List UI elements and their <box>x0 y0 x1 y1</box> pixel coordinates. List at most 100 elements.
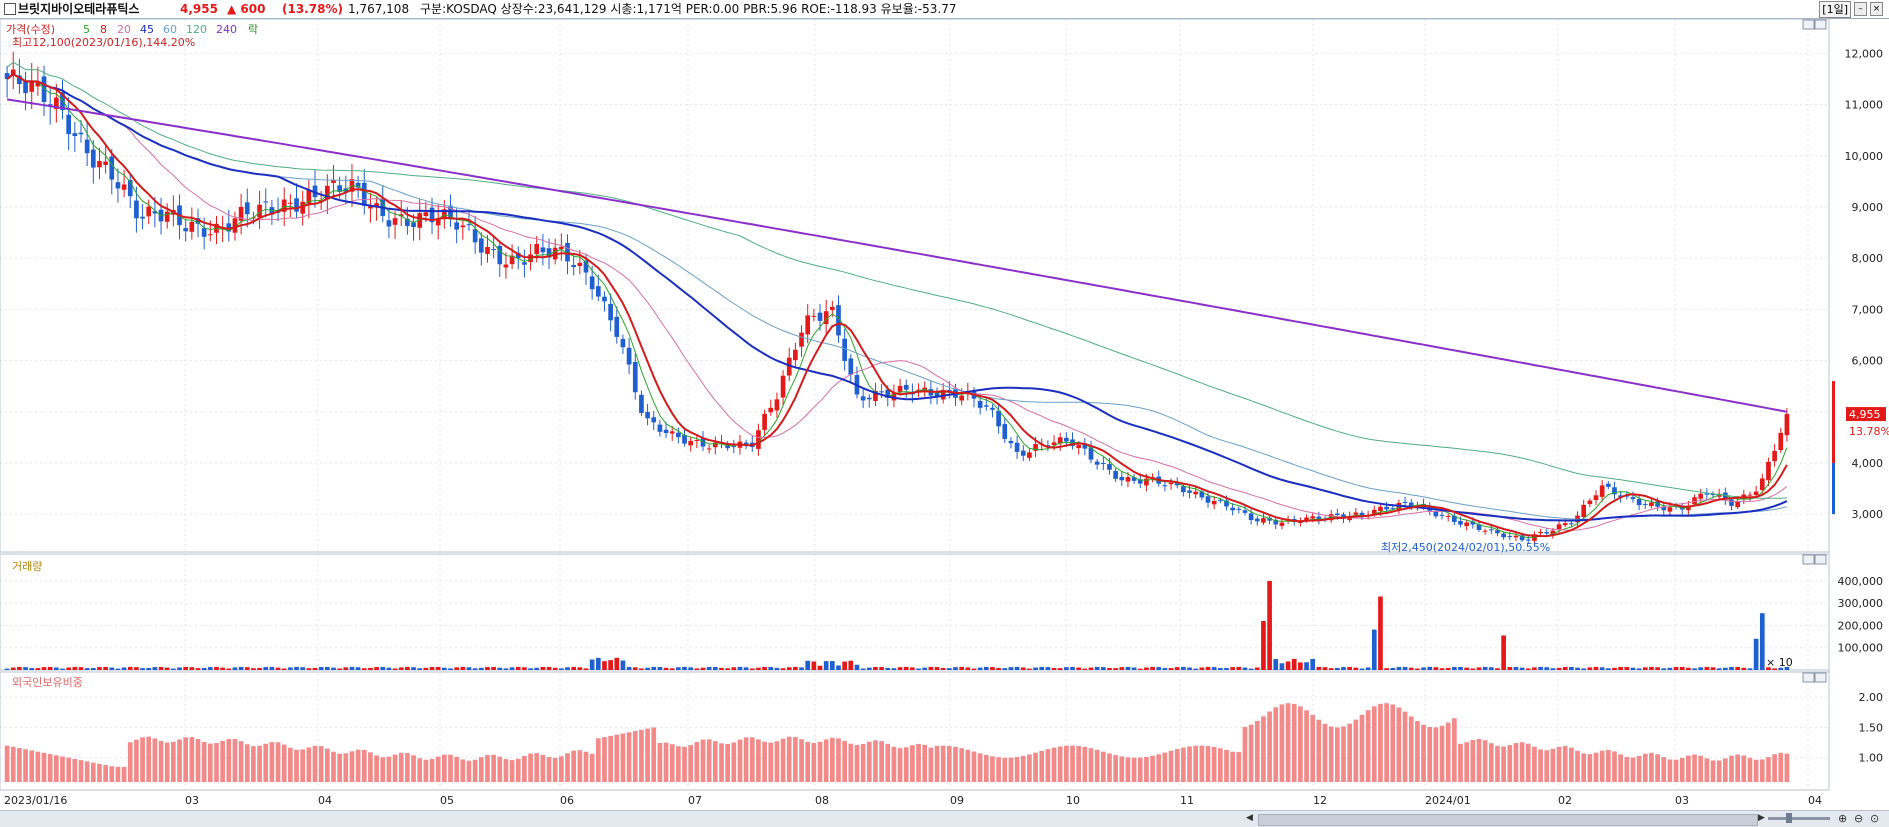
candle-body <box>331 180 336 184</box>
foreign-holding-bar <box>97 763 102 782</box>
candle-body <box>565 242 570 262</box>
panel-maximize-icon[interactable] <box>1814 672 1827 683</box>
legend-ma60[interactable]: 60 <box>163 23 177 36</box>
volume-panel[interactable] <box>4 580 1790 670</box>
stock-name[interactable]: 브릿지바이오테라퓨틱스 <box>18 2 140 16</box>
volume-bar <box>411 667 416 670</box>
scroll-left-icon[interactable]: ◀ <box>1246 813 1253 823</box>
foreign-holding-bar <box>971 751 977 782</box>
price-tick-label: 9,000 <box>1852 201 1884 214</box>
volume-bar <box>478 667 484 670</box>
foreign-holding-bar <box>1230 751 1235 782</box>
volume-bar <box>903 666 909 670</box>
volume-bar <box>762 666 767 670</box>
zoom-slider-knob[interactable] <box>1786 813 1792 823</box>
candle-body <box>1137 479 1143 484</box>
foreign-holding-bar <box>749 737 755 782</box>
foreign-holding-bar <box>1273 707 1279 782</box>
legend-ma120[interactable]: 120 <box>186 23 207 36</box>
foreign-holding-bar <box>1562 746 1568 782</box>
legend-price[interactable]: 가격(수정) <box>6 23 55 36</box>
zoom-out-icon[interactable]: ⊖ <box>1854 812 1864 825</box>
candle-body <box>1162 485 1168 487</box>
candle-body <box>1618 495 1623 498</box>
candle-body <box>959 395 965 401</box>
volume-bar <box>1488 667 1494 670</box>
volume-bar <box>565 667 570 670</box>
volume-bar <box>1371 629 1377 670</box>
time-tick-label: 08 <box>815 794 829 807</box>
volume-bar <box>1741 667 1747 670</box>
volume-bar <box>608 660 613 670</box>
time-tick-label: 2023/01/16 <box>4 794 67 807</box>
foreign-holding-bar <box>140 737 145 782</box>
legend-ma240[interactable]: 240 <box>216 23 237 36</box>
compare-checkbox[interactable] <box>4 3 16 15</box>
foreign-holding-bar <box>183 737 189 782</box>
panel-minimize-icon[interactable] <box>1802 554 1815 565</box>
candle-body <box>1729 499 1734 506</box>
period-button[interactable]: [1일] <box>1819 1 1851 18</box>
volume-bar <box>1100 667 1106 670</box>
volume-bar <box>1322 667 1328 670</box>
candle-body <box>774 399 780 411</box>
foreign-holding-bar <box>1532 746 1537 782</box>
zoom-in-icon[interactable]: ⊕ <box>1838 812 1848 825</box>
candle-body <box>1224 500 1229 507</box>
panel-minimize-icon[interactable] <box>1802 19 1815 30</box>
legend-ma45[interactable]: 45 <box>140 23 154 36</box>
volume-bar <box>1107 668 1112 670</box>
volume-bar <box>928 666 934 670</box>
volume-bar <box>121 667 127 670</box>
foreign-holding-bar <box>1187 746 1192 782</box>
minimize-button[interactable]: – <box>1854 2 1867 16</box>
time-tick-label: 11 <box>1180 794 1194 807</box>
volume-bar <box>1285 661 1291 670</box>
foreign-holding-bar <box>306 747 312 782</box>
chart-canvas[interactable]: 3,0004,0005,0006,0007,0008,0009,00010,00… <box>0 18 1889 810</box>
stock-info: 구분:KOSDAQ 상장수:23,641,129 시총:1,171억 PER:0… <box>420 2 957 16</box>
zoom-slider[interactable] <box>1768 817 1830 820</box>
candle-body <box>1335 513 1340 515</box>
foreign-holding-bar <box>1094 749 1100 782</box>
time-tick-label: 05 <box>440 794 454 807</box>
volume-bar <box>1618 667 1623 670</box>
foreign-holding-panel[interactable] <box>4 703 1790 782</box>
volume-bar <box>1119 667 1125 670</box>
scroll-thumb[interactable] <box>1258 814 1758 826</box>
legend-ma20[interactable]: 20 <box>117 23 131 36</box>
legend-ma8[interactable]: 8 <box>100 23 107 36</box>
foreign-holding-bar <box>1618 754 1623 782</box>
foreign-tick-label: 2.00 <box>1859 691 1884 704</box>
volume-bar <box>1525 668 1531 670</box>
volume-bar <box>1396 667 1402 670</box>
volume-bar <box>891 668 897 670</box>
candle-body <box>491 249 496 251</box>
foreign-holding-bar <box>331 751 336 782</box>
panel-minimize-icon[interactable] <box>1802 672 1815 683</box>
legend-lock[interactable]: 락 <box>248 23 258 36</box>
candle-body <box>1562 523 1568 526</box>
volume-bar <box>1076 667 1082 670</box>
foreign-holding-bar <box>1242 726 1248 782</box>
foreign-holding-bar <box>127 742 133 782</box>
candle-body <box>1094 461 1100 465</box>
panel-maximize-icon[interactable] <box>1814 19 1827 30</box>
panel-maximize-icon[interactable] <box>1814 554 1827 565</box>
candle-body <box>189 221 195 232</box>
volume-bar <box>897 667 903 670</box>
volume-bar <box>546 666 552 670</box>
volume-bar <box>1261 621 1266 670</box>
volume-bar <box>866 667 872 670</box>
price-panel[interactable] <box>4 51 1790 545</box>
legend-ma5[interactable]: 5 <box>83 23 90 36</box>
zoom-reset-icon[interactable]: ⊙ <box>1870 812 1880 825</box>
ma120-line <box>6 61 1787 499</box>
scroll-right-icon[interactable]: ▶ <box>1758 813 1765 823</box>
close-button[interactable]: × <box>1870 2 1883 16</box>
candle-body <box>1187 490 1192 493</box>
foreign-holding-bar <box>1649 752 1654 782</box>
volume-bar <box>1304 662 1309 670</box>
volume-bar <box>269 666 275 670</box>
candle-body <box>232 218 238 233</box>
